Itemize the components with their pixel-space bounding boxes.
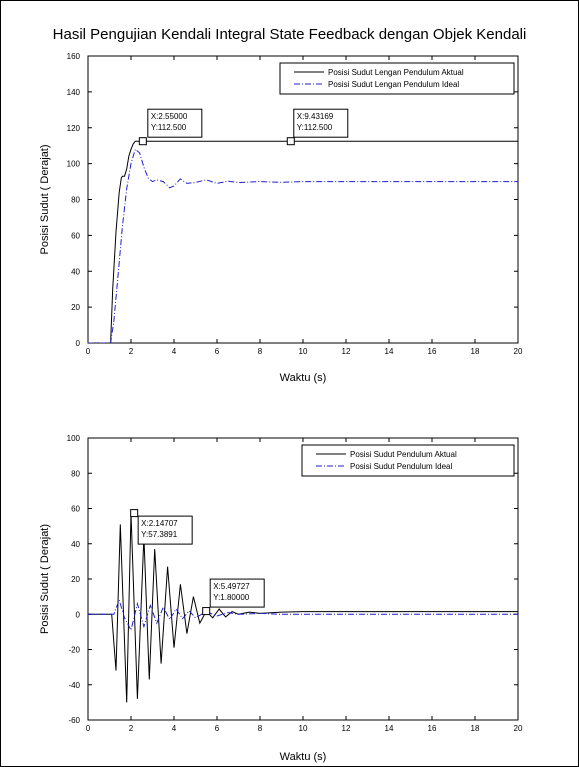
y-axis-label: Posisi Sudut ( Derajat) bbox=[39, 144, 51, 254]
x-tick-label: 6 bbox=[215, 347, 220, 356]
series-actual-line bbox=[88, 140, 518, 343]
datatip-box bbox=[293, 108, 349, 138]
x-tick-label: 4 bbox=[172, 347, 177, 356]
y-axis-label: Posisi Sudut ( Derajat) bbox=[39, 524, 51, 634]
y-tick-label: 60 bbox=[71, 231, 80, 240]
x-tick-label: 20 bbox=[514, 347, 523, 356]
x-tick-label: 4 bbox=[172, 724, 177, 733]
x-tick-label: 0 bbox=[86, 724, 91, 733]
x-tick-label: 12 bbox=[342, 724, 351, 733]
datatip-text: X:2.14707 bbox=[141, 519, 178, 528]
x-tick-label: 8 bbox=[258, 724, 263, 733]
datatip-text: X:5.49727 bbox=[213, 582, 250, 591]
y-tick-label: 40 bbox=[71, 540, 80, 549]
x-tick-label: 12 bbox=[342, 347, 351, 356]
datatip-marker bbox=[202, 607, 211, 616]
y-tick-label: -60 bbox=[68, 716, 80, 725]
figure-title: Hasil Pengujian Kendali Integral State F… bbox=[52, 26, 527, 43]
y-tick-label: 160 bbox=[67, 52, 81, 61]
y-tick-label: -40 bbox=[68, 681, 80, 690]
plot-area bbox=[87, 55, 519, 344]
legend-entry: Posisi Sudut Lengan Pendulum Aktual bbox=[328, 68, 464, 77]
x-tick-label: 14 bbox=[385, 724, 394, 733]
legend-entry: Posisi Sudut Lengan Pendulum Ideal bbox=[328, 80, 459, 89]
datatip-text: Y:57.3891 bbox=[141, 530, 178, 539]
x-tick-label: 16 bbox=[428, 724, 437, 733]
datatip-text: X:2.55000 bbox=[151, 112, 188, 121]
series-ideal-line bbox=[88, 598, 518, 632]
x-tick-label: 14 bbox=[385, 347, 394, 356]
bottom-chart: 0 2 4 6 8 10 12 14 16 18 20 -60 -40 -20 0 20 40 60 80 100 Wa… bbox=[39, 434, 523, 763]
datatip-marker bbox=[286, 137, 295, 146]
x-axis-label: Waktu (s) bbox=[280, 372, 327, 384]
datatip-box bbox=[147, 108, 203, 138]
x-tick-label: 20 bbox=[514, 724, 523, 733]
legend-box bbox=[301, 444, 515, 477]
x-tick-label: 18 bbox=[471, 347, 480, 356]
legend-entry: Posisi Sudut Pendulum Aktual bbox=[350, 450, 457, 459]
series-ideal-line bbox=[88, 148, 518, 343]
y-tick-label: 100 bbox=[67, 434, 81, 443]
datatip-text: Y:1.80000 bbox=[213, 593, 250, 602]
series-actual-line bbox=[88, 513, 518, 703]
y-tick-label: -20 bbox=[68, 646, 80, 655]
y-tick-label: 80 bbox=[71, 196, 80, 205]
x-tick-label: 0 bbox=[86, 347, 91, 356]
x-axis-label: Waktu (s) bbox=[280, 751, 327, 763]
y-tick-label: 0 bbox=[76, 610, 81, 619]
datatip-box bbox=[209, 578, 265, 608]
top-chart: 0 2 4 6 8 10 12 14 16 18 20 0 20 40 60 80 100 120 140 160 Wa… bbox=[39, 52, 523, 384]
legend-box bbox=[279, 62, 515, 95]
datatip-text: Y:112.500 bbox=[297, 123, 333, 132]
y-tick-label: 20 bbox=[71, 575, 80, 584]
x-tick-label: 16 bbox=[428, 347, 437, 356]
y-tick-label: 20 bbox=[71, 303, 80, 312]
y-tick-label: 0 bbox=[76, 339, 81, 348]
x-tick-label: 2 bbox=[129, 347, 134, 356]
x-tick-label: 10 bbox=[299, 347, 308, 356]
x-tick-label: 10 bbox=[299, 724, 308, 733]
datatip-marker bbox=[130, 509, 139, 518]
x-tick-label: 2 bbox=[129, 724, 134, 733]
y-tick-label: 40 bbox=[71, 267, 80, 276]
datatip-box bbox=[137, 515, 193, 545]
plot-area bbox=[87, 437, 519, 721]
x-tick-label: 6 bbox=[215, 724, 220, 733]
y-tick-label: 120 bbox=[67, 124, 81, 133]
y-tick-label: 100 bbox=[67, 160, 81, 169]
x-tick-label: 18 bbox=[471, 724, 480, 733]
y-tick-label: 60 bbox=[71, 505, 80, 514]
datatip-text: Y:112.500 bbox=[151, 123, 187, 132]
x-tick-label: 8 bbox=[258, 347, 263, 356]
y-tick-label: 140 bbox=[67, 88, 81, 97]
legend-entry: Posisi Sudut Pendulum Ideal bbox=[350, 462, 453, 471]
datatip-text: X:9.43169 bbox=[297, 112, 334, 121]
datatip-marker bbox=[138, 137, 147, 146]
y-tick-label: 80 bbox=[71, 469, 80, 478]
